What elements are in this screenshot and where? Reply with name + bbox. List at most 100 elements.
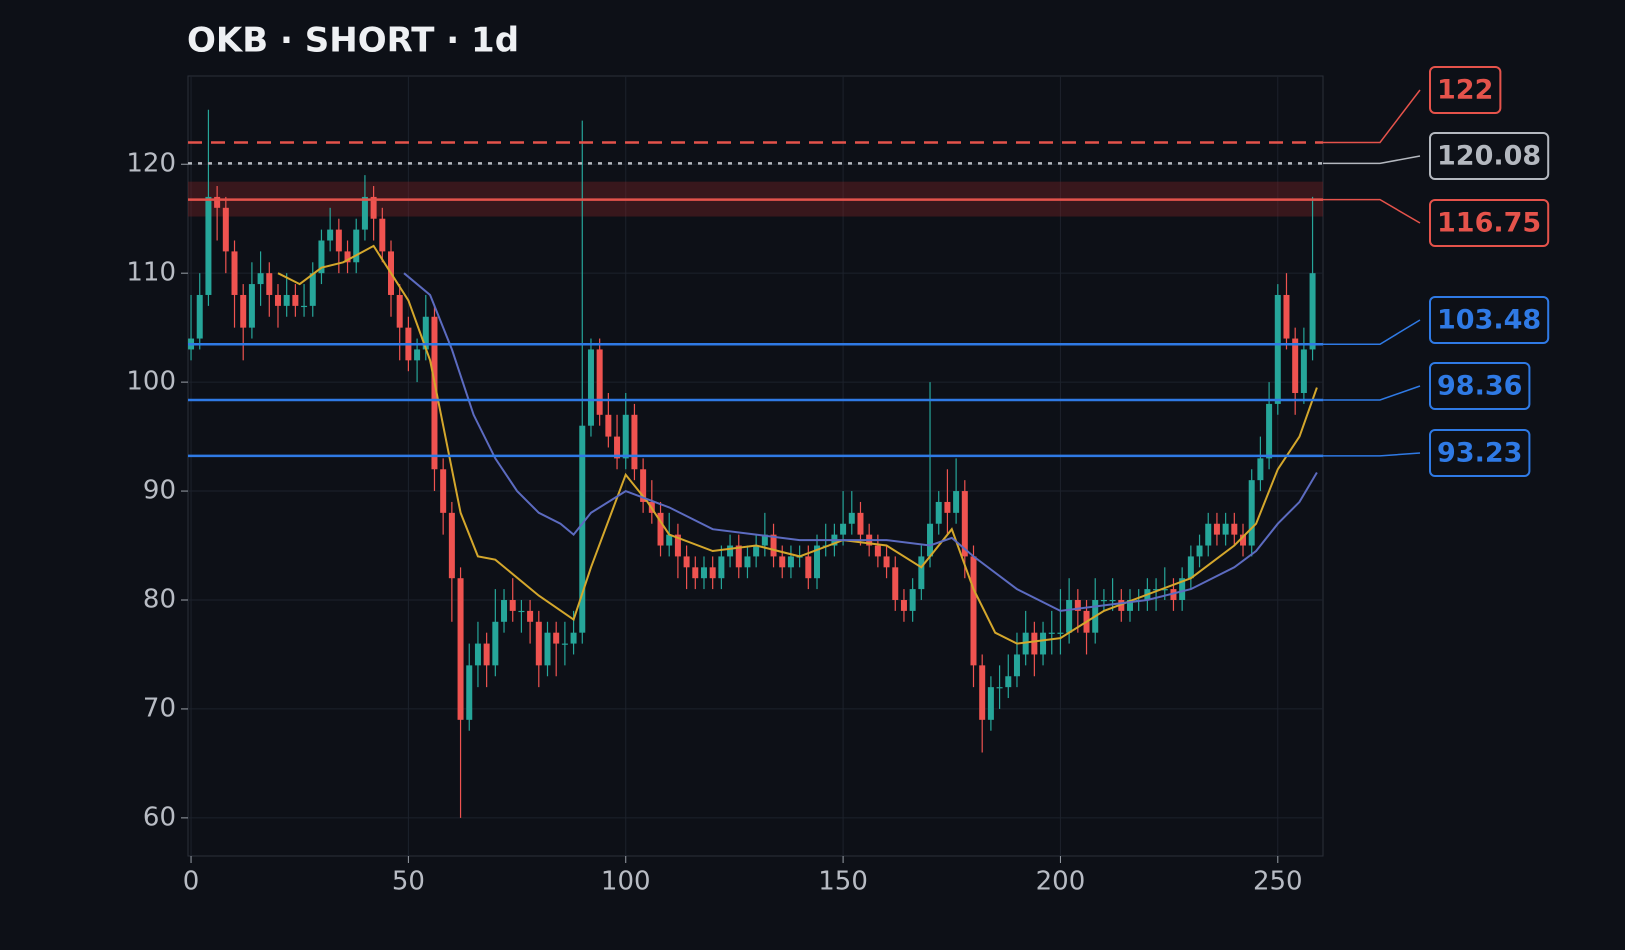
candle-body [309,273,316,306]
candle-body [735,545,742,568]
candle-body [1257,458,1264,481]
candle-body [848,512,855,524]
x-tick-label: 200 [1036,867,1086,897]
y-tick-label: 80 [143,584,176,614]
candle-body [440,469,447,513]
candle-body [909,589,916,611]
y-tick-label: 90 [143,476,176,506]
candle-body [1013,654,1020,677]
level-connector [1323,452,1421,457]
level-connector [1323,89,1421,144]
candle-body [1057,632,1064,634]
candle-body [918,556,925,590]
level-label-box [1429,362,1531,410]
candle-body [570,632,577,644]
candle-body [518,610,525,613]
candle-body [327,229,334,241]
level-label-box [1429,199,1550,247]
candle-body [744,556,751,568]
candle-body [553,632,560,644]
candle-body [544,632,551,666]
candle-body [205,196,212,295]
candle-body [874,545,881,557]
x-tick-label: 250 [1253,867,1303,897]
candle-body [448,512,455,579]
candle-body [1300,349,1307,394]
candle-body [1309,273,1316,350]
candle-body [1048,632,1055,634]
candle-body [683,556,690,568]
candle-body [335,229,342,252]
level-connector [1323,198,1421,224]
candle-body [535,621,542,666]
candle-body [1066,599,1073,633]
candle-body [527,610,534,622]
candle-body [222,207,229,252]
candle-body [353,229,360,263]
candle-body [361,196,368,230]
candle-body [483,643,490,666]
candle-body [770,534,777,557]
candle-body [805,556,812,579]
x-tick-label: 150 [818,867,868,897]
candle-body [1240,534,1247,546]
y-tick-label: 100 [126,367,176,397]
candle-body [979,665,986,720]
candle-body [1126,599,1133,611]
candle-body [283,294,290,306]
y-tick-label: 60 [143,802,176,832]
candle-body [257,273,264,285]
candle-body [953,491,960,513]
y-tick-label: 120 [126,149,176,179]
moving-average [403,272,1318,612]
level-label: 103.48 [1437,305,1541,336]
level-label-box [1429,132,1550,180]
candle-body [457,578,464,720]
candle-body [587,349,594,426]
candle-body [240,294,247,328]
candle-body [292,294,299,306]
x-tick-label: 100 [601,867,651,897]
candle-body [631,414,638,470]
candle-body [753,545,760,557]
candle-body [640,469,647,502]
candle-body [718,556,725,579]
candle-body [605,414,612,437]
y-tick-label: 110 [126,258,176,288]
candle-body [501,599,508,622]
candle-body [900,599,907,611]
candle-body [674,534,681,557]
candle-body [1213,523,1220,535]
candle-body [961,491,968,557]
x-tick-label: 50 [392,867,425,897]
candle-body [596,349,603,415]
candle-body [692,567,699,579]
candle-body [301,305,308,308]
candle-body [1022,632,1029,655]
candle-body [857,512,864,535]
candle-body [996,687,1003,689]
candle-body [431,316,438,470]
candle-body [561,643,568,645]
candle-body [196,294,203,339]
candle-body [1231,523,1238,535]
candle-body [883,556,890,568]
candle-body [779,556,786,568]
candle-body [657,512,664,546]
candle-body [492,621,499,666]
moving-average [277,244,1318,645]
candle-body [1040,632,1047,655]
candle-body [214,196,221,208]
candle-body [1118,599,1125,611]
candle-body [1222,523,1229,535]
candle-body [344,251,351,263]
candle-body [379,218,386,252]
candle-body [474,643,481,666]
candle-body [231,251,238,295]
candle-body [248,284,255,328]
candle-body [579,425,586,633]
candle-body [666,534,673,546]
candle-body [1161,589,1168,591]
